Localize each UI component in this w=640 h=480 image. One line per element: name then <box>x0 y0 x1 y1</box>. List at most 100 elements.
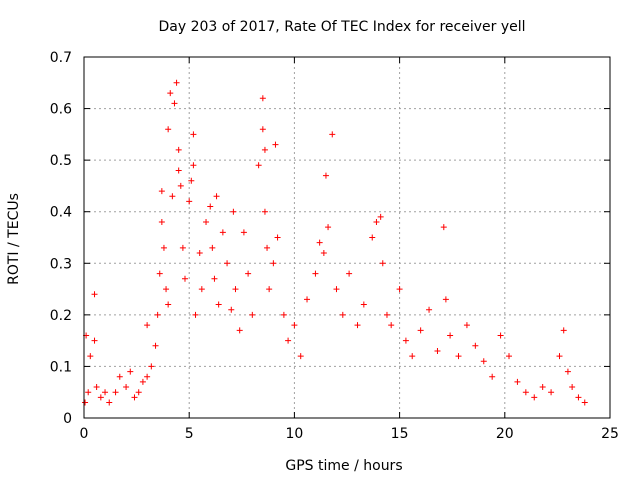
chart-title: Day 203 of 2017, Rate Of TEC Index for r… <box>158 19 525 35</box>
x-tick-label: 0 <box>80 426 89 442</box>
data-point <box>192 311 199 318</box>
data-point <box>173 79 180 86</box>
y-tick-label: 0.5 <box>50 153 72 169</box>
data-point <box>346 270 353 277</box>
data-point <box>139 378 146 385</box>
data-point <box>232 286 239 293</box>
data-point <box>169 193 176 200</box>
x-tick-label: 10 <box>285 426 303 442</box>
data-point <box>489 373 496 380</box>
data-point <box>116 373 123 380</box>
data-point <box>85 389 92 396</box>
x-tick-label: 25 <box>601 426 619 442</box>
data-point <box>373 219 380 226</box>
data-point <box>463 322 470 329</box>
data-point <box>144 373 151 380</box>
data-point <box>291 322 298 329</box>
data-point <box>270 260 277 267</box>
data-point <box>165 126 172 133</box>
data-point <box>581 399 588 406</box>
data-point <box>179 244 186 251</box>
data-point <box>175 146 182 153</box>
data-point <box>240 229 247 236</box>
data-point <box>152 342 159 349</box>
data-point <box>434 347 441 354</box>
data-point <box>569 384 576 391</box>
data-point <box>91 337 98 344</box>
data-point <box>354 322 361 329</box>
data-point <box>280 311 287 318</box>
data-point <box>135 389 142 396</box>
data-point <box>245 270 252 277</box>
data-point <box>369 234 376 241</box>
data-point <box>329 131 336 138</box>
plot-frame <box>83 56 611 419</box>
data-point <box>158 188 165 195</box>
data-point <box>171 100 178 107</box>
data-point <box>156 270 163 277</box>
data-point <box>322 172 329 179</box>
data-point <box>228 306 235 313</box>
data-point <box>91 291 98 298</box>
data-point <box>249 311 256 318</box>
data-point <box>167 90 174 97</box>
tick-labels: 0 5 10 15 20 25 0 0.1 0.2 0.3 0.4 0.5 0.6 0.7 <box>50 50 619 442</box>
data-point <box>127 368 134 375</box>
data-point <box>190 162 197 169</box>
x-tick-label: 20 <box>496 426 514 442</box>
data-point <box>455 353 462 360</box>
data-point <box>560 327 567 334</box>
x-tick-label: 15 <box>391 426 409 442</box>
data-point <box>377 213 384 220</box>
data-point <box>480 358 487 365</box>
data-point <box>207 203 214 210</box>
data-point <box>261 208 268 215</box>
data-point <box>259 126 266 133</box>
data-point <box>87 353 94 360</box>
data-point <box>575 394 582 401</box>
data-point <box>409 353 416 360</box>
data-point <box>272 141 279 148</box>
data-point <box>211 275 218 282</box>
data-point <box>497 332 504 339</box>
data-point <box>383 311 390 318</box>
data-point <box>259 95 266 102</box>
data-point <box>320 249 327 256</box>
data-point <box>165 301 172 308</box>
data-point <box>266 286 273 293</box>
data-point <box>388 322 395 329</box>
data-point <box>188 177 195 184</box>
data-point <box>213 193 220 200</box>
data-point <box>154 311 161 318</box>
data-point <box>198 286 205 293</box>
data-point <box>514 378 521 385</box>
data-point <box>539 384 546 391</box>
x-axis-label: GPS time / hours <box>285 458 402 474</box>
data-point <box>236 327 243 334</box>
data-point <box>224 260 231 267</box>
data-point <box>102 389 109 396</box>
y-axis-label: ROTI / TECUs <box>6 193 22 285</box>
y-tick-label: 0 <box>63 411 72 427</box>
y-tick-label: 0.2 <box>50 308 72 324</box>
data-point <box>548 389 555 396</box>
data-point <box>531 394 538 401</box>
y-tick-label: 0.7 <box>50 50 72 66</box>
y-tick-label: 0.1 <box>50 359 72 375</box>
data-point <box>255 162 262 169</box>
data-point <box>209 244 216 251</box>
data-point <box>379 260 386 267</box>
data-point <box>396 286 403 293</box>
data-point <box>556 353 563 360</box>
data-point <box>440 224 447 231</box>
grid-lines <box>84 57 610 418</box>
data-point <box>158 219 165 226</box>
data-point <box>325 224 332 231</box>
data-point <box>123 384 130 391</box>
x-tick-label: 5 <box>185 426 194 442</box>
data-point <box>186 198 193 205</box>
data-point <box>230 208 237 215</box>
data-point <box>261 146 268 153</box>
data-point <box>472 342 479 349</box>
